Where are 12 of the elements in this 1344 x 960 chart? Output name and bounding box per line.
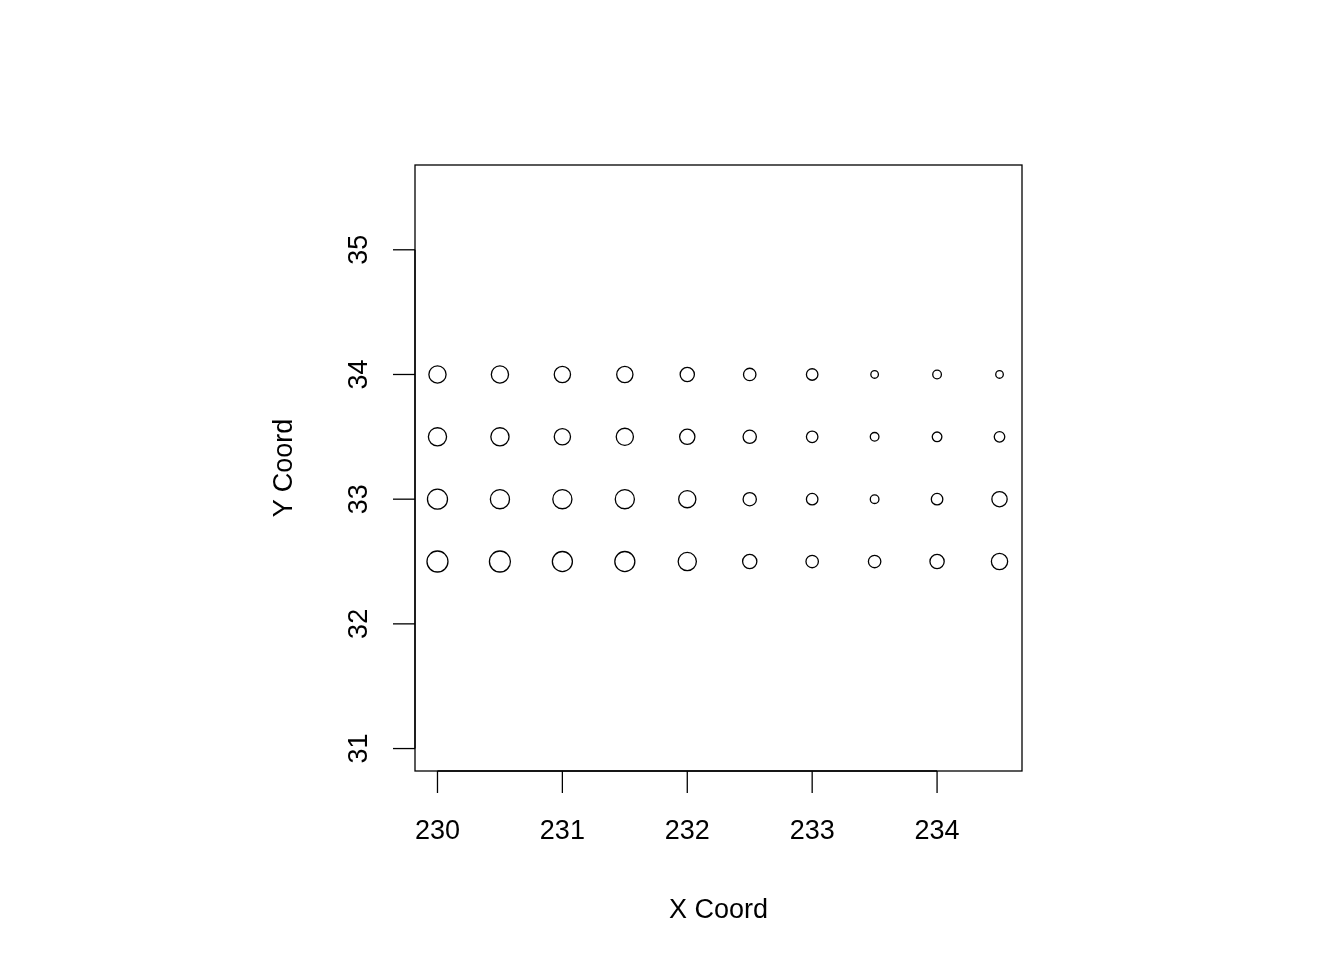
x-tick-label: 230 bbox=[414, 815, 461, 845]
y-tick-label: 34 bbox=[343, 359, 373, 390]
y-tick-label: 35 bbox=[343, 234, 373, 265]
y-tick-label: 32 bbox=[343, 608, 373, 639]
x-axis-title: X Coord bbox=[668, 894, 769, 924]
y-axis-title: Y Coord bbox=[268, 418, 298, 518]
x-tick-label: 231 bbox=[539, 815, 585, 845]
y-tick-label: 33 bbox=[343, 484, 373, 515]
x-tick-label: 232 bbox=[664, 815, 710, 845]
x-tick-label: 233 bbox=[789, 815, 835, 845]
y-tick-label: 31 bbox=[343, 733, 373, 764]
x-tick-label: 234 bbox=[914, 815, 960, 845]
